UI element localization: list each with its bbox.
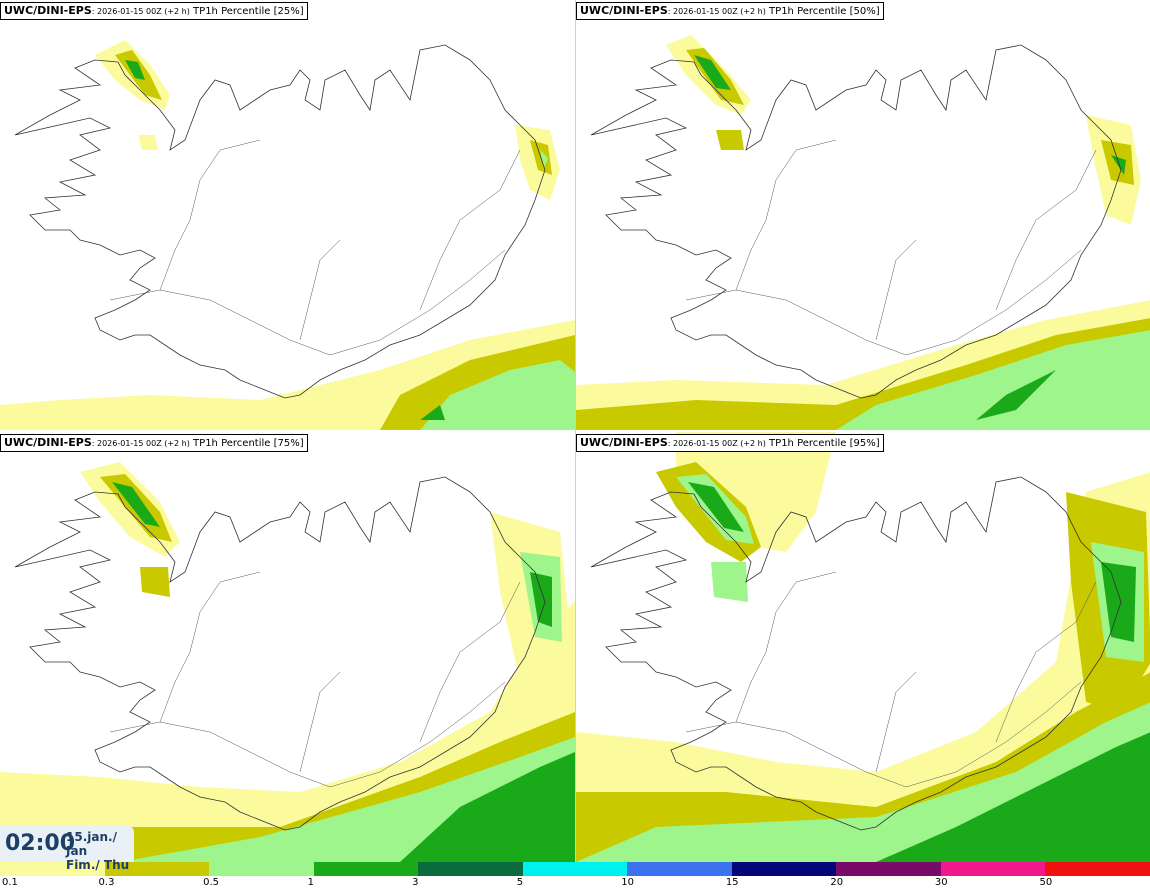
precip-map-95 [576,432,1150,862]
legend-label: 0.5 [203,877,219,888]
map-panel-75: UWC/DINI-EPS: 2026-01-15 00Z (+2 h) TP1h… [0,432,575,862]
legend-swatch [836,862,941,876]
legend-label: 5 [516,877,524,888]
legend-swatch [313,862,419,876]
panel-divider-vertical [575,0,576,862]
legend-label: 20 [830,877,844,888]
legend-swatch [731,862,837,876]
valid-time-box: 02:00 15.jan./ Jan Fim./ Thu [0,826,134,872]
legend-labels: 0.1 0.3 0.5 1 3 5 10 15 20 30 50 [0,877,1150,891]
panel-title-75: UWC/DINI-EPS: 2026-01-15 00Z (+2 h) TP1h… [0,434,308,452]
legend-swatch [522,862,628,876]
legend-swatch [418,862,523,876]
legend-label: 10 [621,877,634,888]
precip-map-25 [0,40,575,430]
legend-swatch [1045,862,1150,876]
panel-title-25: UWC/DINI-EPS: 2026-01-15 00Z (+2 h) TP1h… [0,2,308,20]
legend-label: 50 [1039,877,1053,888]
panel-title-95: UWC/DINI-EPS: 2026-01-15 00Z (+2 h) TP1h… [576,434,884,452]
legend-swatch [104,862,210,876]
legend-label: 3 [412,877,419,888]
legend-swatch [940,862,1046,876]
legend-swatch [0,862,105,876]
precip-map-75 [0,462,575,862]
legend-color-bar [0,862,1150,876]
legend-label: 30 [934,877,948,888]
map-panel-25: UWC/DINI-EPS: 2026-01-15 00Z (+2 h) TP1h… [0,0,575,430]
precip-map-50 [576,35,1150,430]
legend-label: 0.1 [2,877,18,888]
legend-label: 1 [307,877,314,888]
map-panel-95: UWC/DINI-EPS: 2026-01-15 00Z (+2 h) TP1h… [576,432,1150,862]
legend-label: 15 [725,877,739,888]
panel-title-50: UWC/DINI-EPS: 2026-01-15 00Z (+2 h) TP1h… [576,2,884,20]
legend-swatch [627,862,732,876]
map-panel-50: UWC/DINI-EPS: 2026-01-15 00Z (+2 h) TP1h… [576,0,1150,430]
precip-legend: 0.1 0.3 0.5 1 3 5 10 15 20 30 50 [0,862,1150,891]
legend-swatch [209,862,314,876]
valid-date: 15.jan./ Jan Fim./ Thu [66,830,130,872]
valid-hour: 02:00 [5,831,76,856]
legend-label: 0.3 [98,877,115,888]
